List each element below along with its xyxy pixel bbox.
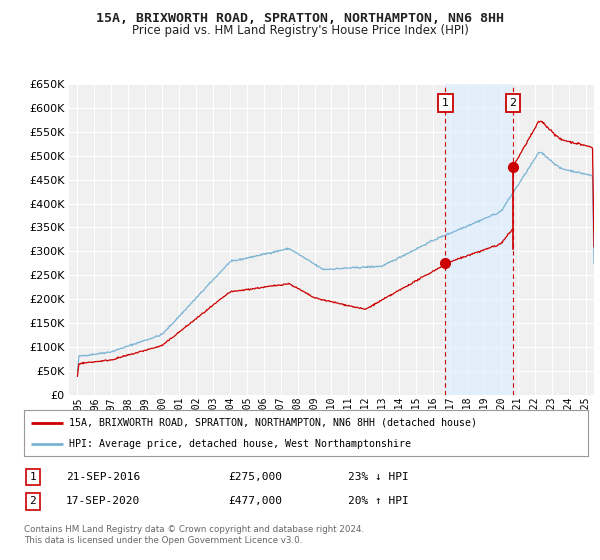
Text: Contains HM Land Registry data © Crown copyright and database right 2024.
This d: Contains HM Land Registry data © Crown c…: [24, 525, 364, 545]
Text: 15A, BRIXWORTH ROAD, SPRATTON, NORTHAMPTON, NN6 8HH: 15A, BRIXWORTH ROAD, SPRATTON, NORTHAMPT…: [96, 12, 504, 25]
Text: HPI: Average price, detached house, West Northamptonshire: HPI: Average price, detached house, West…: [69, 439, 411, 449]
Text: Price paid vs. HM Land Registry's House Price Index (HPI): Price paid vs. HM Land Registry's House …: [131, 24, 469, 36]
Text: 2: 2: [29, 496, 37, 506]
Text: 17-SEP-2020: 17-SEP-2020: [66, 496, 140, 506]
Text: 1: 1: [442, 98, 449, 108]
Text: 21-SEP-2016: 21-SEP-2016: [66, 472, 140, 482]
Text: 2: 2: [509, 98, 517, 108]
Text: 23% ↓ HPI: 23% ↓ HPI: [348, 472, 409, 482]
Text: £275,000: £275,000: [228, 472, 282, 482]
Text: £477,000: £477,000: [228, 496, 282, 506]
Text: 15A, BRIXWORTH ROAD, SPRATTON, NORTHAMPTON, NN6 8HH (detached house): 15A, BRIXWORTH ROAD, SPRATTON, NORTHAMPT…: [69, 418, 477, 428]
Bar: [445, 84, 513, 395]
Text: 1: 1: [29, 472, 37, 482]
Text: 20% ↑ HPI: 20% ↑ HPI: [348, 496, 409, 506]
